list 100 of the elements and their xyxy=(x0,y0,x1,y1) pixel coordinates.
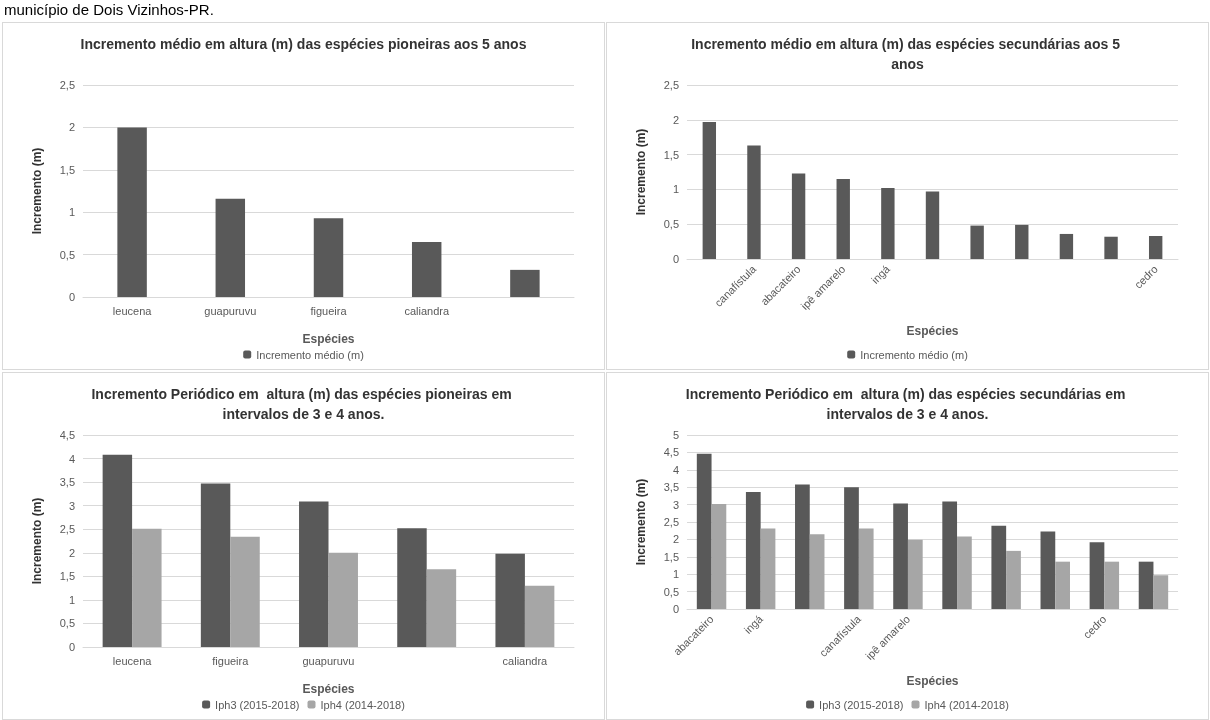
y-tick-label: 1,5 xyxy=(663,550,679,563)
x-tick-label: caliandra xyxy=(502,654,549,667)
bar xyxy=(1153,575,1169,609)
bar xyxy=(1104,561,1120,609)
y-tick-label: 2 xyxy=(68,121,75,134)
x-tick-label: caliandra xyxy=(404,304,450,317)
bar xyxy=(881,188,895,259)
y-tick-label: 2 xyxy=(68,546,75,559)
y-tick-label: 1,5 xyxy=(663,148,679,161)
y-tick-label: 4 xyxy=(672,463,679,476)
bar xyxy=(991,525,1007,609)
bar xyxy=(1148,236,1163,259)
bar xyxy=(495,553,525,647)
bar xyxy=(907,539,923,609)
bar xyxy=(200,483,231,647)
y-tick-label: 0,5 xyxy=(663,585,679,598)
y-tick-label: 0 xyxy=(68,291,75,303)
y-tick-label: 1,5 xyxy=(59,163,75,176)
legend-label: Iph4 (2014-2018) xyxy=(320,698,405,711)
x-axis-title: Espécies xyxy=(906,674,959,688)
legend-label: Incremento médio (m) xyxy=(256,348,364,361)
bar xyxy=(858,528,874,609)
y-axis-title: Incremento (m) xyxy=(634,128,648,216)
bar xyxy=(711,503,727,609)
bar xyxy=(696,453,712,609)
bar xyxy=(745,492,761,609)
bar xyxy=(426,569,457,647)
bar xyxy=(760,528,776,609)
legend-label: Incremento médio (m) xyxy=(860,348,968,361)
x-tick-label: leucena xyxy=(112,304,153,317)
bar xyxy=(1138,561,1154,609)
y-tick-label: 3,5 xyxy=(59,476,75,489)
bar xyxy=(925,191,940,259)
x-tick-label: leucena xyxy=(112,654,153,667)
legend-label: Iph3 (2015-2018) xyxy=(215,698,300,711)
bar xyxy=(791,173,806,259)
y-tick-label: 2,5 xyxy=(663,516,679,528)
y-tick-label: 0,5 xyxy=(59,617,75,630)
bar xyxy=(313,218,344,297)
x-axis-title: Espécies xyxy=(302,682,355,696)
text: município de Dois Vizinhos-PR. xyxy=(4,0,214,20)
bar xyxy=(1089,542,1105,609)
y-tick-label: 4 xyxy=(68,452,75,465)
y-tick-label: 1 xyxy=(68,206,75,219)
bar xyxy=(795,484,810,609)
y-tick-label: 1 xyxy=(68,593,75,606)
bar xyxy=(942,501,958,609)
bar xyxy=(299,501,329,647)
bar xyxy=(1015,224,1029,259)
y-tick-label: 2,5 xyxy=(59,523,75,536)
bar xyxy=(809,534,825,609)
bar xyxy=(230,536,260,647)
bar xyxy=(215,198,246,297)
y-tick-label: 2,5 xyxy=(663,79,679,91)
x-tick-label: guapuruvu xyxy=(204,304,257,317)
y-tick-label: 0 xyxy=(672,253,679,265)
y-tick-label: 0 xyxy=(672,603,679,615)
bar xyxy=(1040,531,1056,609)
bar xyxy=(957,536,972,609)
x-axis-title: Espécies xyxy=(302,332,355,346)
bar xyxy=(1006,550,1021,609)
y-tick-label: 2 xyxy=(672,113,679,126)
x-tick-label: guapuruvu xyxy=(302,654,355,667)
bar xyxy=(117,127,147,297)
x-tick-label: figueira xyxy=(310,304,348,317)
legend-label: Iph3 (2015-2018) xyxy=(819,698,904,711)
y-tick-label: 2,5 xyxy=(59,79,75,91)
y-tick-label: 2 xyxy=(672,533,679,546)
bar xyxy=(524,585,555,647)
chart-title: Incremento médio em altura (m) das espécies pioneiras aos 5 anos xyxy=(80,36,527,52)
y-axis-title: Incremento (m) xyxy=(30,147,44,235)
chart-title: Incremento médio em altura (m) das espécies secundárias aos 5 anos xyxy=(691,36,1124,72)
y-tick-label: 0,5 xyxy=(59,248,75,261)
y-tick-label: 0,5 xyxy=(663,218,679,231)
x-axis-title: Espécies xyxy=(906,324,959,338)
bar xyxy=(1059,233,1074,259)
y-tick-label: 1,5 xyxy=(59,570,75,583)
legend-label: Iph4 (2014-2018) xyxy=(924,698,1009,711)
y-axis-title: Incremento (m) xyxy=(634,478,648,566)
bar xyxy=(844,487,859,609)
y-tick-label: 0 xyxy=(68,641,75,653)
bar xyxy=(328,552,358,647)
bar xyxy=(510,269,540,297)
chart-title: Incremento Periódico em altura (m) das espécies pioneiras em intervalos de 3 e 4 anos. xyxy=(91,386,516,422)
bar xyxy=(132,528,162,647)
y-tick-label: 5 xyxy=(672,429,679,441)
x-tick-label: figueira xyxy=(212,654,250,667)
y-axis-title: Incremento (m) xyxy=(30,497,44,585)
bar xyxy=(1104,236,1118,259)
bar xyxy=(893,503,908,609)
bar xyxy=(411,241,442,297)
y-tick-label: 3,5 xyxy=(663,481,679,494)
y-tick-label: 3 xyxy=(672,498,679,511)
bar xyxy=(1055,561,1070,609)
y-tick-label: 4,5 xyxy=(663,446,679,459)
bar xyxy=(102,454,133,647)
bar xyxy=(702,121,717,259)
bar xyxy=(397,528,427,647)
chart-title: Incremento Periódico em altura (m) das espécies secundárias em intervalos de 3 e 4 anos. xyxy=(685,386,1130,422)
y-tick-label: 1 xyxy=(672,183,679,196)
